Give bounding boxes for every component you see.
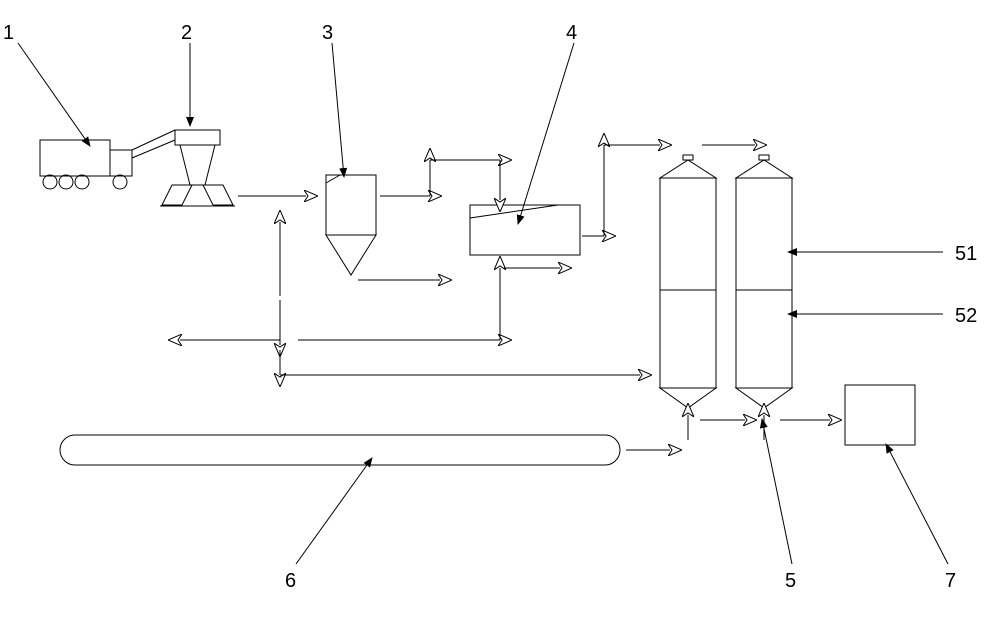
label-2: 2 [181, 22, 192, 45]
unit-7-icon [845, 385, 915, 445]
diagram-canvas [0, 0, 1000, 629]
leader-line [296, 458, 372, 564]
truck-wheel-icon [59, 175, 73, 189]
hopper-base-icon [203, 185, 233, 205]
column-stub [683, 155, 693, 160]
column-bottom-icon [660, 388, 716, 408]
truck-wheel-icon [43, 175, 57, 189]
label-6: 6 [285, 570, 296, 593]
silo-notch [326, 175, 340, 183]
label-1: 1 [3, 22, 14, 45]
label-51: 51 [955, 243, 977, 266]
truck-wheel-icon [113, 175, 127, 189]
hopper-base-icon [162, 185, 192, 205]
label-7: 7 [945, 570, 956, 593]
truck-body-icon [40, 140, 110, 176]
label-5: 5 [785, 570, 796, 593]
column-body-icon [736, 178, 792, 388]
silo-body-icon [326, 175, 376, 235]
hopper-top-icon [175, 130, 220, 145]
silo-cone-icon [326, 235, 376, 275]
truck-cab-icon [110, 150, 132, 176]
truck-wheel-icon [75, 175, 89, 189]
hopper-body-icon [180, 145, 215, 185]
column-stub [759, 155, 769, 160]
label-3: 3 [322, 22, 333, 45]
pipe-6-icon [60, 435, 620, 465]
column-body-icon [660, 178, 716, 388]
column-top-icon [660, 160, 716, 178]
leader-line [18, 43, 90, 146]
leader-line [518, 43, 574, 224]
column-top-icon [736, 160, 792, 178]
truck-arm-icon [132, 140, 175, 158]
unit-4-lid [470, 205, 558, 218]
label-4: 4 [566, 22, 577, 45]
truck-arm-icon [132, 130, 175, 150]
label-52: 52 [955, 305, 977, 328]
leader-line [886, 444, 948, 564]
leader-line [332, 43, 344, 177]
unit-4-icon [470, 205, 580, 255]
leader-line [762, 419, 792, 564]
column-bottom-icon [736, 388, 792, 408]
